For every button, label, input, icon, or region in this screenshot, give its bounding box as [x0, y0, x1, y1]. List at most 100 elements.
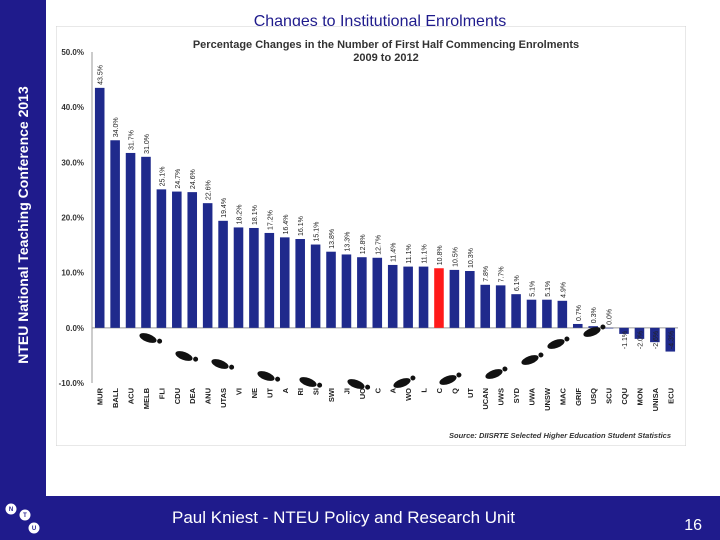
footprint-icon — [139, 333, 163, 344]
footer-text: Paul Kniest - NTEU Policy and Research U… — [172, 508, 515, 527]
category-label: C — [435, 387, 444, 393]
bar — [141, 156, 151, 328]
bar — [357, 257, 367, 328]
bar — [372, 257, 383, 328]
category-label: VI — [235, 388, 244, 395]
footprint-sole — [257, 371, 275, 381]
svg-text:T: T — [23, 513, 27, 519]
data-label: 24.7% — [175, 169, 182, 189]
bar — [326, 251, 336, 328]
footprint-icon — [211, 359, 235, 370]
category-label: MAC — [558, 387, 567, 405]
bar — [295, 239, 305, 328]
data-label: 12.7% — [375, 235, 382, 255]
bar — [619, 327, 629, 334]
data-label: 16.1% — [298, 216, 305, 236]
bar — [172, 191, 182, 328]
category-label: UNSW — [543, 387, 552, 411]
bar — [434, 268, 444, 328]
footprint-heel — [456, 372, 462, 378]
bar — [634, 327, 645, 339]
bar — [603, 327, 614, 329]
bar — [202, 203, 213, 328]
data-label: 6.1% — [514, 275, 521, 291]
data-label: 31.7% — [129, 130, 136, 150]
bar — [110, 140, 120, 328]
bar — [650, 327, 660, 343]
bar — [495, 285, 506, 328]
bar — [156, 189, 167, 328]
enrolment-chart: Percentage Changes in the Number of Firs… — [56, 26, 686, 446]
footprint-sole — [485, 369, 503, 379]
category-label: CQU — [620, 388, 629, 405]
category-label: L — [420, 388, 429, 393]
data-label: 5.1% — [545, 281, 552, 297]
footprint-heel — [538, 352, 544, 358]
data-label: 12.8% — [360, 234, 367, 254]
category-label: SYD — [512, 387, 521, 403]
footprint-sole — [139, 333, 157, 343]
category-label: MUR — [96, 387, 105, 405]
bar — [125, 152, 136, 328]
category-label: WO — [404, 388, 413, 401]
category-label: USQ — [589, 388, 598, 404]
data-label: 13.3% — [344, 232, 351, 252]
y-tick-label: 50.0% — [61, 48, 84, 57]
category-label: UO — [358, 388, 367, 399]
data-label: 10.3% — [468, 248, 475, 268]
chart-source: Source: DIISRTE Selected Higher Educatio… — [449, 431, 671, 440]
footprint-sole — [299, 377, 317, 387]
ntu-logo-icon: N T U — [4, 502, 41, 535]
footer-band — [46, 496, 720, 540]
svg-text:U: U — [32, 526, 36, 532]
data-label: 15.1% — [314, 222, 321, 242]
footprint-icon — [485, 366, 508, 379]
footprint-sole — [393, 378, 411, 388]
bar — [449, 269, 460, 328]
bar — [218, 220, 228, 328]
bar — [418, 266, 429, 328]
footprint-sole — [583, 327, 601, 337]
data-label: 7.8% — [483, 266, 490, 282]
footprint-heel — [157, 338, 163, 344]
footprint-icon — [439, 372, 462, 385]
category-label: UWA — [528, 387, 537, 405]
bar — [279, 237, 290, 328]
category-label: RI — [296, 388, 305, 396]
category-label: UWS — [497, 388, 506, 406]
data-label: 10.8% — [437, 245, 444, 265]
category-label: DEA — [188, 387, 197, 403]
category-label: ACU — [127, 388, 136, 404]
footprint-heel — [229, 364, 235, 370]
footprint-heel — [410, 375, 416, 381]
data-label: -2.6% — [653, 331, 660, 349]
y-tick-label: 40.0% — [61, 103, 84, 112]
footprint-heel — [193, 356, 199, 362]
footprint-sole — [175, 351, 193, 361]
data-label: 11.1% — [406, 244, 413, 263]
footprint-heel — [600, 324, 606, 330]
footprint-sole — [211, 359, 229, 369]
category-label: FLI — [157, 388, 166, 399]
data-label: 11.1% — [422, 244, 429, 263]
category-label: A — [389, 387, 398, 393]
data-label: 16.4% — [283, 215, 290, 235]
y-tick-label: 0.0% — [66, 324, 84, 333]
category-label: CDU — [173, 388, 182, 404]
data-label: 24.6% — [190, 169, 197, 189]
footprint-heel — [317, 382, 323, 388]
category-label: UNISA — [651, 387, 660, 411]
bar — [403, 266, 413, 328]
category-label: SWI — [327, 388, 336, 402]
conference-label: NTEU National Teaching Conference 2013 — [15, 86, 31, 364]
data-label: -2.0% — [637, 331, 644, 349]
data-label: 0.3% — [591, 307, 598, 323]
bar — [465, 271, 475, 328]
category-label: ANU — [204, 388, 213, 404]
category-label: MELB — [142, 387, 151, 409]
bar — [542, 299, 552, 328]
bar — [249, 227, 259, 328]
chart-title: Percentage Changes in the Number of Firs… — [193, 39, 579, 51]
data-label: 5.1% — [530, 281, 537, 297]
category-label: MON — [635, 388, 644, 406]
